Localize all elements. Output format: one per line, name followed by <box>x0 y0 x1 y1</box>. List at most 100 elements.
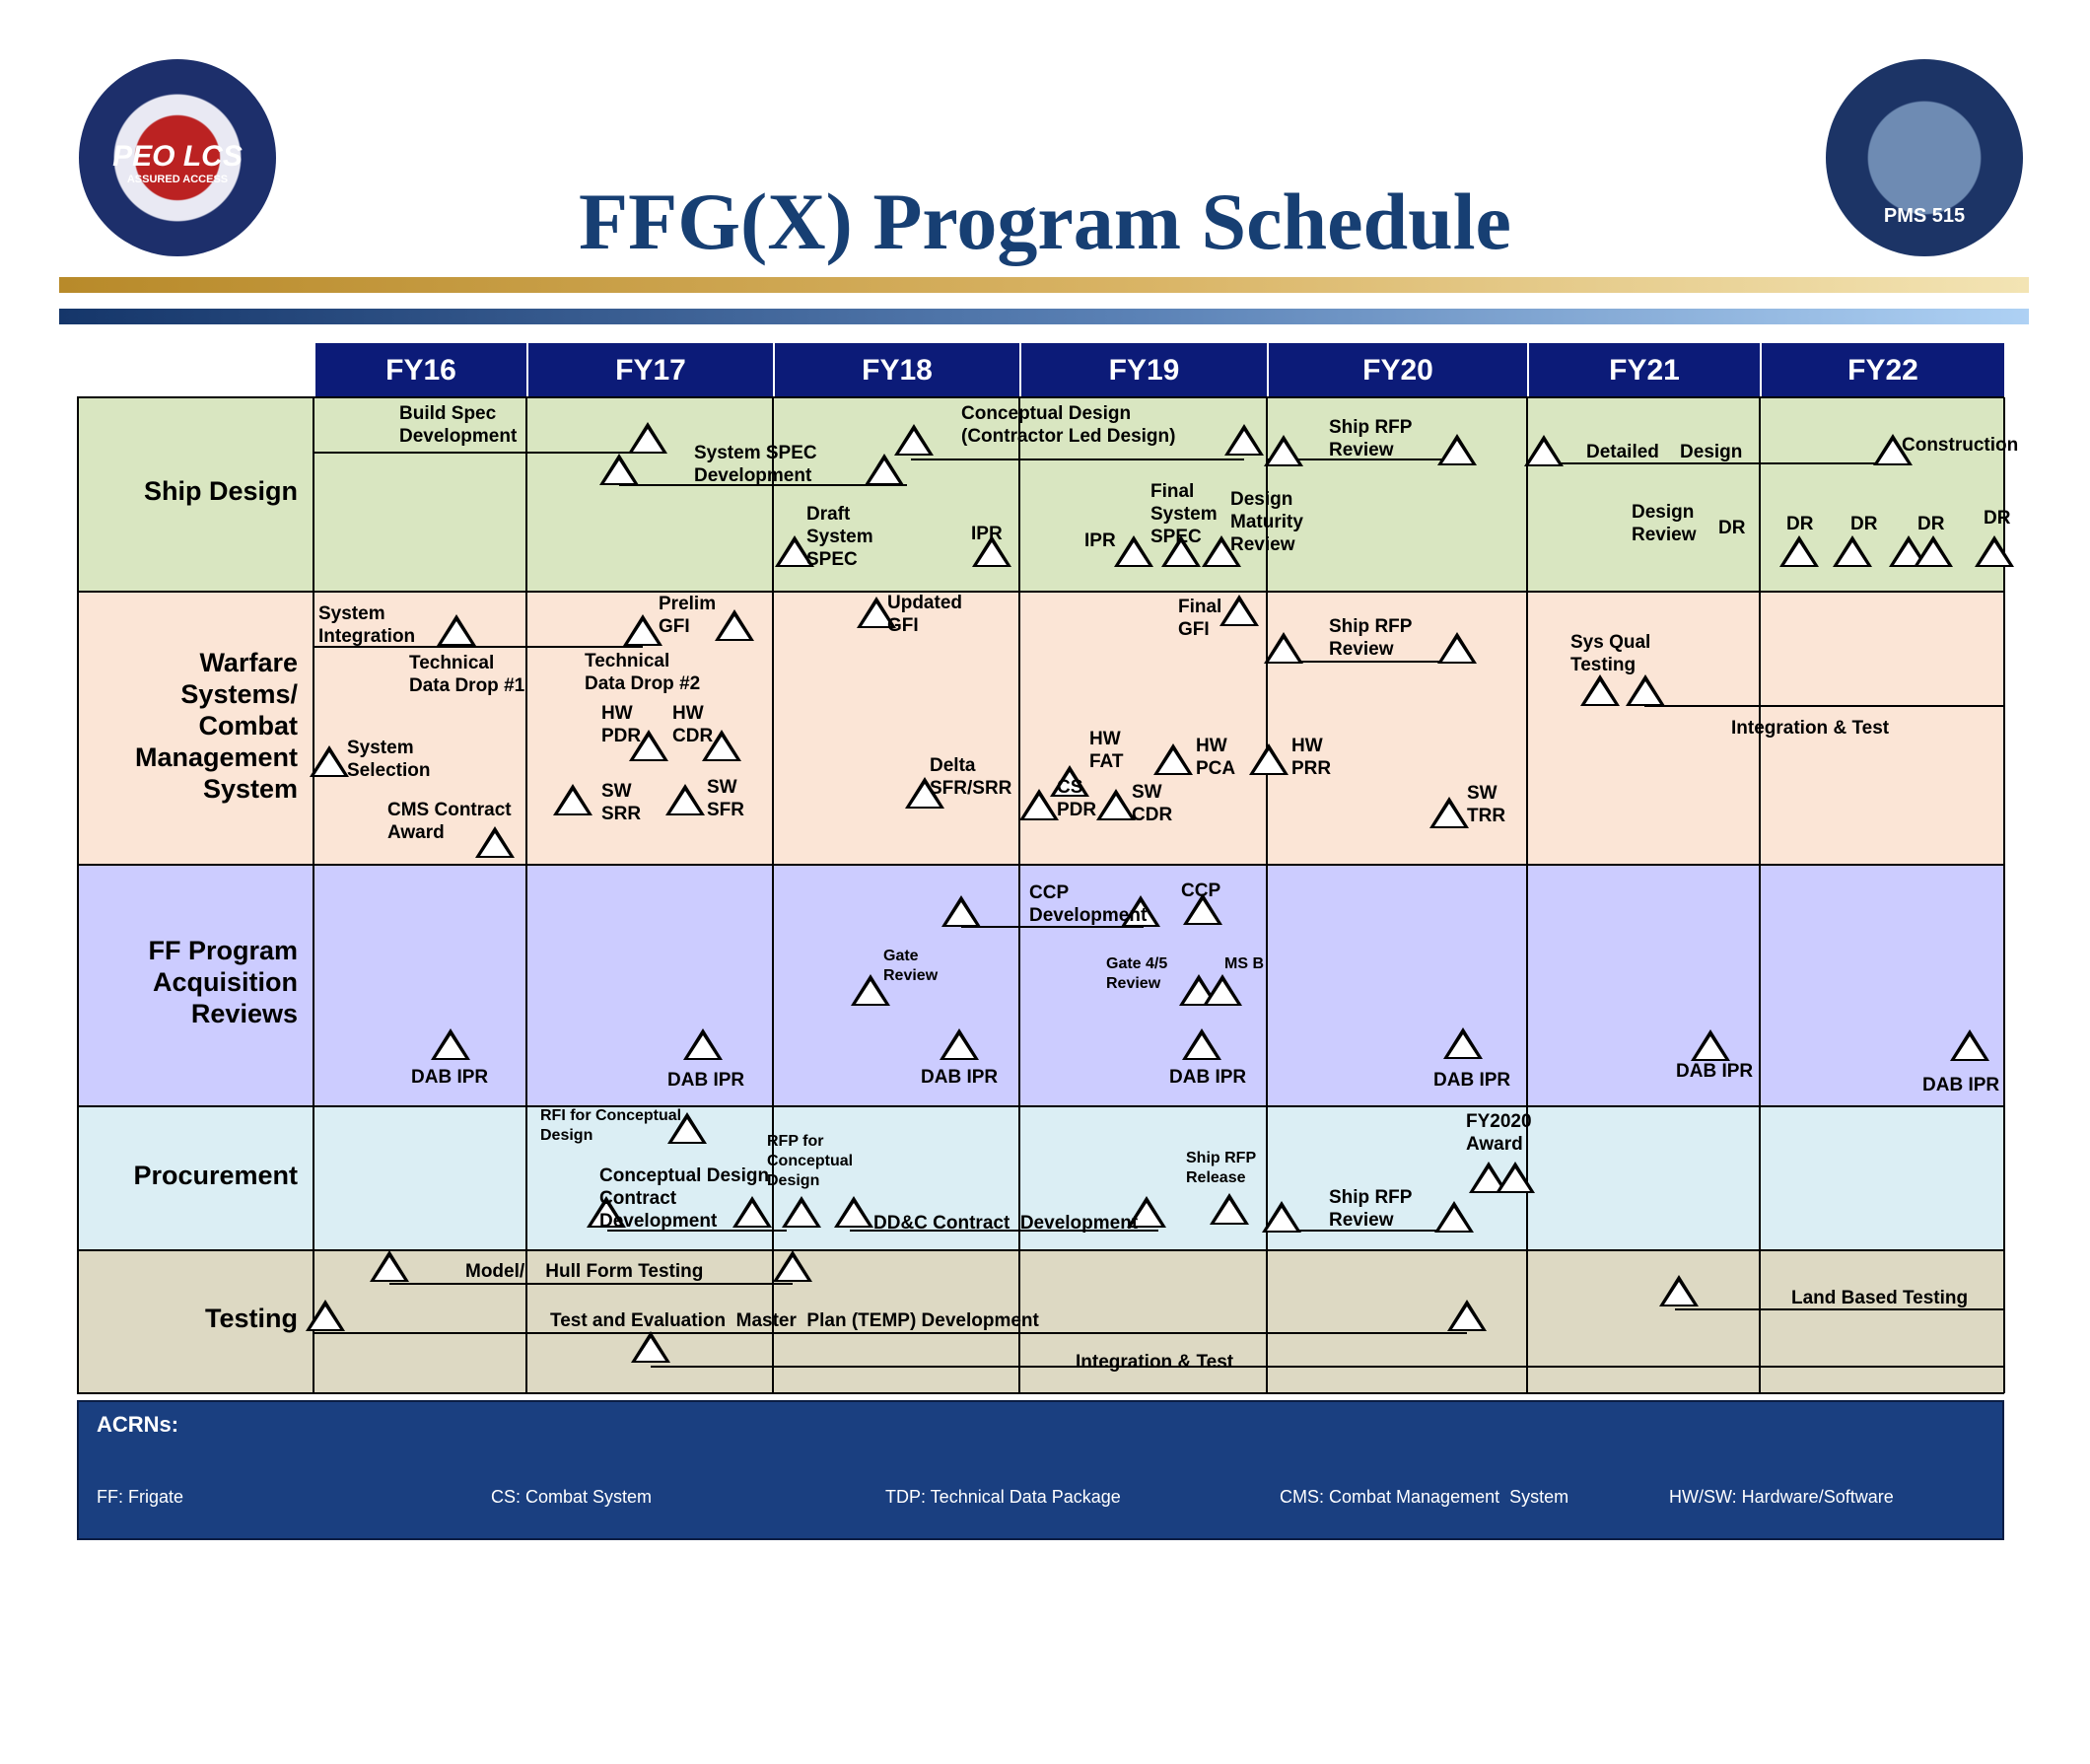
milestone-label: Prelim GFI <box>659 594 717 637</box>
legend-entry: IPR: In Process Review <box>1669 1626 1861 1646</box>
milestone-label: DR <box>1850 514 1878 534</box>
milestone-label: HW PDR <box>601 703 642 746</box>
grid-line <box>2003 397 2005 1393</box>
milestone-label: DR <box>1917 514 1945 534</box>
milestone-label: DAB IPR <box>1169 1067 1247 1088</box>
milestone-label: Conceptual Design (Contractor Led Design… <box>961 403 1176 447</box>
legend-entry: CDR: Contract Design Review <box>97 1626 341 1646</box>
legend-entry: FF: Frigate <box>97 1487 184 1507</box>
milestone-label: System Integration <box>318 603 416 647</box>
grid-line <box>1267 661 1459 663</box>
grid-line <box>77 1105 2004 1107</box>
milestone-label: Design Review <box>1632 502 1697 545</box>
grid-line <box>77 864 2004 866</box>
milestone-label: Gate 4/5 Review <box>1106 955 1168 992</box>
legend-entry: CMS: Combat Management System <box>1280 1487 1569 1507</box>
milestone-label: CS PDR <box>1057 777 1097 820</box>
legend-entry: SRR: System Requirements Review <box>1280 1695 1570 1716</box>
milestone-label: MS B <box>1224 955 1264 972</box>
grid-line <box>77 1392 2004 1394</box>
page-title: FFG(X) Program Schedule <box>579 176 1511 266</box>
grid-line <box>1267 459 1459 460</box>
milestone-label: DR <box>1786 514 1814 534</box>
legend-entry: PDR: Preliminary Design Review <box>1280 1556 1545 1577</box>
grid-line <box>314 1332 1467 1334</box>
grid-line <box>314 646 643 648</box>
legend-entry: CCP: Component Cost Position <box>491 1695 740 1716</box>
milestone-label: Technical Data Drop #2 <box>585 651 701 694</box>
milestone-label: RFI for Conceptual Design <box>540 1107 682 1144</box>
milestone-label: RFP for Conceptual Design <box>767 1133 854 1189</box>
milestone-label: Updated GFI <box>887 593 962 636</box>
milestone-label: DR <box>1718 518 1746 538</box>
milestone-label: System SPEC Development <box>694 443 817 486</box>
milestone-label: Draft System SPEC <box>806 504 873 570</box>
row-band-acquisition <box>77 865 2004 1106</box>
grid-line <box>389 1283 793 1285</box>
milestone-label: SW SRR <box>601 781 642 824</box>
grid-line <box>607 1230 787 1232</box>
milestone-label: DR <box>1984 508 2011 529</box>
row-label-ship-design: Ship Design <box>143 476 298 506</box>
grid-line <box>1018 397 1020 1393</box>
legend-entry: PRR: Production Readiness Review <box>97 1695 382 1716</box>
legend-entry: TDP: Technical Data Package <box>885 1487 1121 1507</box>
row-band-ship-design <box>77 397 2004 592</box>
grid-line <box>1267 1230 1459 1232</box>
legend-entry: OSD: Office of the Secretary of Defense <box>885 1556 1201 1577</box>
fy-header-fy16: FY16 <box>314 343 526 397</box>
grid-line <box>1526 397 1528 1393</box>
milestone-label: SW SFR <box>707 777 744 820</box>
grid-line <box>77 591 2004 593</box>
legend-entry: DAB: Defense Acquisition Board <box>491 1556 746 1577</box>
milestone-label: SW CDR <box>1132 782 1173 825</box>
logo-left-sub: ASSURED ACCESS <box>126 174 229 185</box>
grid-line <box>772 397 774 1393</box>
legend-entry: EA: Engineering Agent <box>491 1626 670 1646</box>
fy-header-fy22: FY22 <box>1760 343 2004 397</box>
legend-entry: RFP: Request for Proposal <box>97 1556 310 1577</box>
grid-line <box>1644 705 2004 707</box>
grid-line <box>313 397 314 1393</box>
peo-lcs-logo: PEO LCS ASSURED ACCESS <box>79 59 276 256</box>
logo-left-name: PEO LCS <box>112 140 243 173</box>
milestone-label: DAB IPR <box>1433 1070 1511 1091</box>
legend-column: CMS: Combat Management System PDR: Preli… <box>1280 1440 1569 1764</box>
milestone-label: Technical Data Drop #1 <box>409 653 525 696</box>
fy-header-fy20: FY20 <box>1267 343 1527 397</box>
milestone-label: DAB IPR <box>667 1070 745 1091</box>
legend-entry: TRR: Test Readiness Review <box>1669 1695 1905 1716</box>
grid-line <box>911 459 1244 460</box>
row-label-procurement: Procurement <box>133 1161 298 1190</box>
fy-header-fy21: FY21 <box>1527 343 1760 397</box>
milestone-label: CCP Development <box>1029 882 1148 926</box>
milestone-label: Design Maturity Review <box>1230 489 1303 555</box>
legend-column: CS: Combat System DAB: Defense Acquisiti… <box>491 1440 745 1764</box>
row-label-testing: Testing <box>205 1304 298 1333</box>
legend-title: ACRNs: <box>97 1412 179 1437</box>
legend-entry: HW/SW: Hardware/Software <box>1669 1487 1894 1507</box>
milestone-label: Sys Qual Testing <box>1570 632 1651 675</box>
milestone-label: IPR <box>1084 530 1116 551</box>
milestone-label: System Selection <box>347 738 431 781</box>
grid-line <box>1675 1308 2004 1310</box>
legend-entry: SFR: System Functional Review <box>885 1695 1146 1716</box>
fy-header-fy19: FY19 <box>1019 343 1267 397</box>
acronym-legend: ACRNs: FF: Frigate RFP: Request for Prop… <box>77 1400 2004 1716</box>
grid-line <box>961 926 1144 928</box>
milestone-label: Build Spec Development <box>399 403 518 447</box>
frigate-program-office-logo: PMS 515 <box>1826 59 2023 256</box>
milestone-label: HW FAT <box>1089 729 1124 772</box>
milestone-label: DAB IPR <box>411 1067 489 1088</box>
legend-column: HW/SW: Hardware/Software CS: Combat Syst… <box>1669 1440 1904 1764</box>
legend-entry: GFI: Government Furnished Information <box>885 1626 1206 1646</box>
grid-line <box>1266 397 1268 1393</box>
milestone-label: Ship RFP Release <box>1186 1150 1257 1186</box>
row-band-procurement <box>77 1106 2004 1250</box>
fy-header-fy18: FY18 <box>773 343 1019 397</box>
milestone-label: FY2020 Award <box>1466 1111 1532 1155</box>
grid-line <box>77 1249 2004 1251</box>
milestone-label: Test and Evaluation Master Plan (TEMP) D… <box>550 1310 1039 1331</box>
row-band-testing <box>77 1250 2004 1393</box>
milestone-label: Delta SFR/SRR <box>930 755 1012 799</box>
